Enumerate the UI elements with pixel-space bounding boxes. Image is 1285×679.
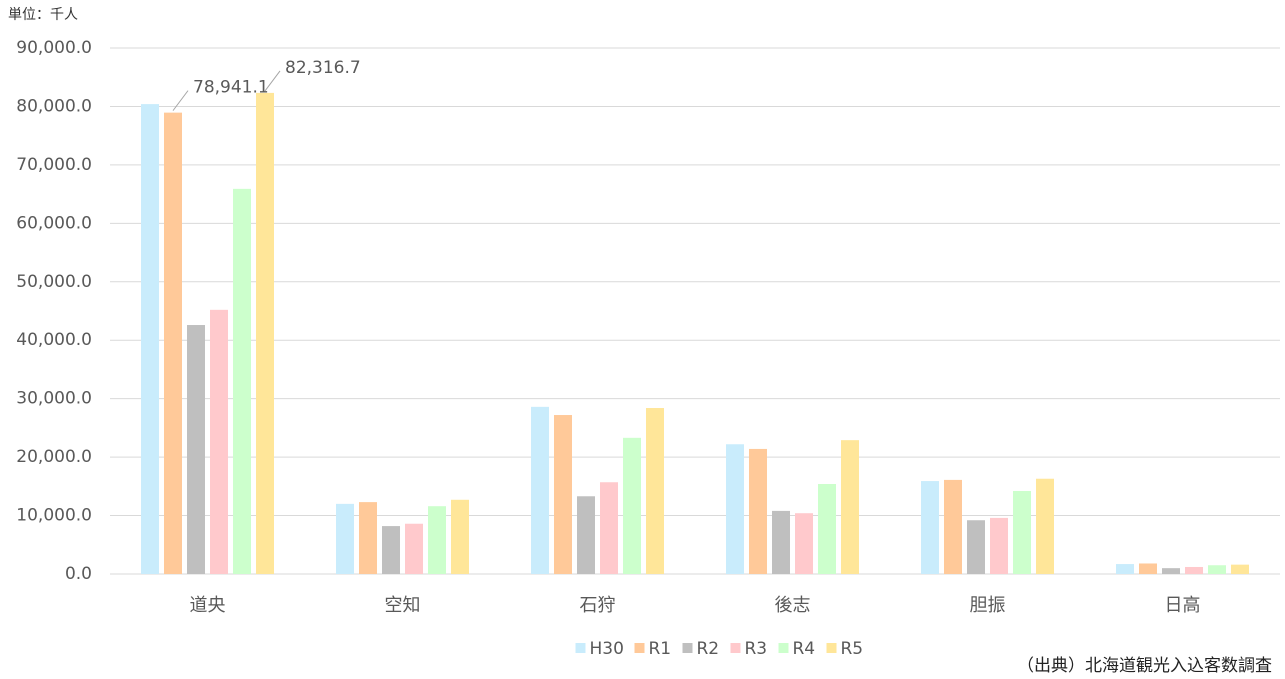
bar (1139, 563, 1157, 574)
leader-line (172, 90, 189, 111)
bar (405, 523, 423, 574)
bar (554, 415, 572, 574)
bar (141, 104, 159, 575)
bar (233, 188, 251, 574)
y-tick-label: 40,000.0 (16, 330, 92, 350)
x-tick-label: 胆振 (970, 595, 1006, 616)
legend-label: R5 (841, 639, 864, 659)
bar (818, 483, 836, 574)
bar (1162, 568, 1180, 574)
legend-label: R2 (697, 639, 720, 659)
legend-label: R3 (745, 639, 768, 659)
y-tick-label: 30,000.0 (16, 389, 92, 409)
x-tick-label: 石狩 (580, 595, 616, 616)
y-tick-label: 60,000.0 (16, 213, 92, 233)
bar (1013, 491, 1031, 574)
y-tick-label: 50,000.0 (16, 272, 92, 292)
bar (1208, 565, 1226, 574)
bar (210, 309, 228, 574)
bar (944, 479, 962, 574)
bar (187, 325, 205, 574)
bar (336, 503, 354, 574)
x-tick-label: 日高 (1165, 595, 1201, 616)
bar (1116, 564, 1134, 574)
source-note: （出典）北海道観光入込客数調査 (1017, 656, 1272, 676)
bar (772, 510, 790, 574)
y-tick-label: 80,000.0 (16, 96, 92, 116)
bar (967, 520, 985, 574)
legend-swatch (634, 643, 645, 653)
bar (531, 406, 549, 574)
leader-line (264, 70, 281, 92)
x-tick-label: 道央 (190, 595, 226, 616)
x-tick-label: 空知 (385, 595, 421, 616)
bar (921, 481, 939, 574)
bar (623, 437, 641, 574)
data-label: 78,941.1 (193, 78, 269, 98)
bar (726, 444, 744, 574)
bar (841, 440, 859, 574)
y-tick-label: 20,000.0 (16, 447, 92, 467)
bar (1036, 478, 1054, 574)
bar (428, 506, 446, 574)
unit-label: 単位：千人 (8, 7, 78, 23)
data-label: 82,316.7 (285, 58, 361, 78)
legend-swatch (826, 643, 837, 653)
bar (359, 502, 377, 574)
y-tick-label: 0.0 (65, 564, 92, 584)
legend-swatch (730, 643, 741, 653)
legend-swatch (778, 643, 789, 653)
bar (990, 517, 1008, 574)
bar (1231, 564, 1249, 574)
legend-label: H30 (590, 639, 624, 659)
bar (795, 513, 813, 574)
bar (451, 499, 469, 574)
legend-swatch (575, 643, 586, 653)
bar (256, 92, 274, 575)
bar (646, 408, 664, 574)
legend-label: R1 (649, 639, 672, 659)
y-tick-label: 10,000.0 (16, 506, 92, 526)
bar (749, 448, 767, 574)
x-tick-label: 後志 (775, 595, 811, 616)
legend-swatch (682, 643, 693, 653)
bar (382, 526, 400, 574)
bar (577, 496, 595, 574)
bar (600, 482, 618, 574)
y-tick-label: 90,000.0 (16, 38, 92, 58)
bar (1185, 566, 1203, 574)
legend-label: R4 (793, 639, 816, 659)
y-tick-label: 70,000.0 (16, 155, 92, 175)
bar (164, 112, 182, 575)
